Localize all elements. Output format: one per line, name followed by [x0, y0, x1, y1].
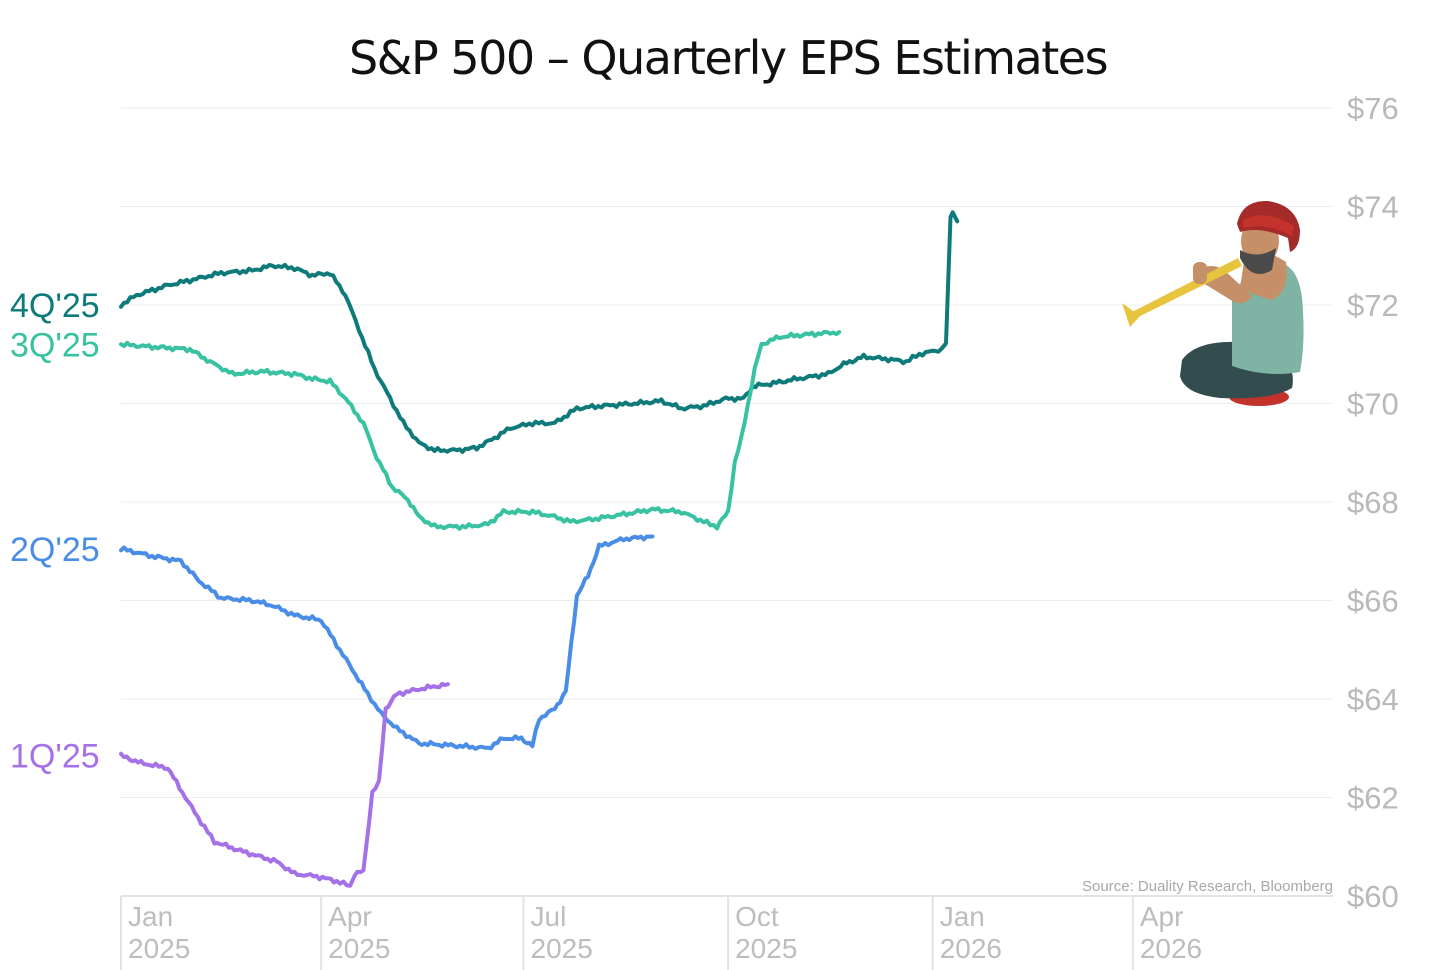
turbaned-man-blowing-horn-icon [1122, 200, 1304, 406]
x-tick-month: Jan [128, 901, 173, 932]
y-tick-label: $62 [1347, 781, 1399, 816]
x-tick-year: 2026 [1140, 933, 1202, 964]
x-axis-ticks: Jan2025Apr2025Jul2025Oct2025Jan2026Apr20… [120, 896, 1202, 970]
x-tick-month: Jan [940, 901, 985, 932]
x-tick-year: 2025 [735, 933, 797, 964]
gridlines [121, 107, 1333, 798]
series-line-1q25 [119, 681, 450, 888]
x-tick-year: 2025 [531, 933, 593, 964]
x-tick-month: Jul [531, 901, 567, 932]
y-tick-label: $72 [1347, 288, 1399, 323]
x-tick-month: Apr [1140, 901, 1184, 932]
x-tick-year: 2025 [128, 933, 190, 964]
series-label: 4Q'25 [10, 287, 100, 325]
y-tick-label: $66 [1347, 584, 1399, 619]
y-tick-label: $70 [1347, 387, 1399, 422]
series-line-3q25 [119, 329, 842, 531]
y-tick-label: $74 [1347, 190, 1399, 225]
series-line-2q25 [119, 534, 655, 751]
x-tick-month: Apr [328, 901, 372, 932]
x-tick-year: 2026 [940, 933, 1002, 964]
x-tick-year: 2025 [328, 933, 390, 964]
series-label: 2Q'25 [10, 531, 100, 569]
y-tick-label: $68 [1347, 485, 1399, 520]
chart-title: S&P 500 – Quarterly EPS Estimates [349, 31, 1107, 85]
series-lines [119, 210, 960, 888]
y-tick-label: $64 [1347, 682, 1399, 717]
source-note: Source: Duality Research, Bloomberg [1082, 878, 1333, 895]
y-axis-ticks: $60 $62 $64 $66 $68 $70 $72 $74 $76 [1347, 91, 1399, 914]
series-label: 3Q'25 [10, 326, 100, 364]
series-label: 1Q'25 [10, 738, 100, 776]
x-tick-month: Oct [735, 901, 779, 932]
y-tick-label: $60 [1347, 879, 1399, 914]
series-line-4q25 [119, 210, 960, 454]
y-tick-label: $76 [1347, 91, 1399, 126]
